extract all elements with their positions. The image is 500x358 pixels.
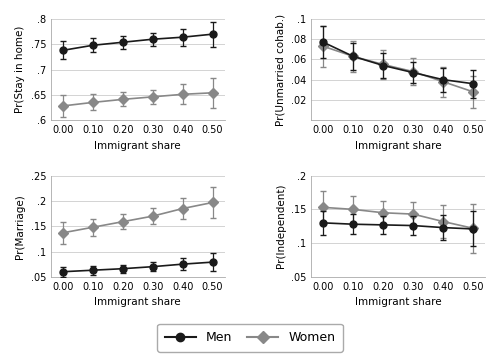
Legend: Men, Women: Men, Women — [157, 324, 343, 352]
Y-axis label: Pr(Independent): Pr(Independent) — [276, 184, 285, 268]
Y-axis label: Pr(Marriage): Pr(Marriage) — [15, 194, 25, 258]
Y-axis label: Pr(Unmarried cohab.): Pr(Unmarried cohab.) — [276, 14, 285, 126]
X-axis label: Immigrant share: Immigrant share — [355, 297, 442, 307]
X-axis label: Immigrant share: Immigrant share — [94, 140, 181, 150]
X-axis label: Immigrant share: Immigrant share — [355, 140, 442, 150]
Y-axis label: Pr(Stay in home): Pr(Stay in home) — [15, 26, 25, 113]
X-axis label: Immigrant share: Immigrant share — [94, 297, 181, 307]
